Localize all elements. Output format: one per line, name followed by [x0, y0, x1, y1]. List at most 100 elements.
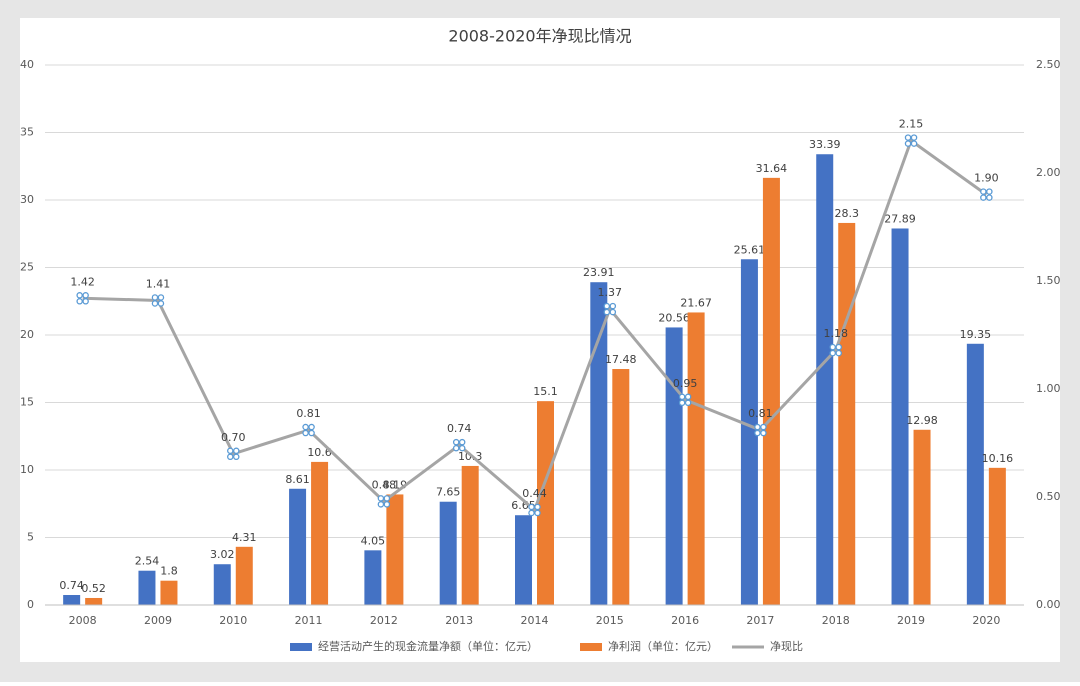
- bar-value-label: 1.8: [160, 565, 178, 578]
- marker-part: [534, 509, 541, 517]
- bar: [687, 312, 705, 605]
- bar: [762, 177, 780, 606]
- line-value-label: 0.74: [447, 422, 472, 435]
- marker-part: [377, 501, 385, 508]
- bar-value-label: 25.61: [734, 243, 766, 256]
- bar: [665, 327, 683, 605]
- marker-part: [910, 140, 918, 147]
- marker-part: [458, 444, 466, 452]
- marker-part: [829, 343, 836, 351]
- marker-part: [227, 453, 234, 461]
- line-marker: [302, 423, 315, 437]
- marker-part: [835, 349, 842, 357]
- marker-part: [904, 140, 912, 147]
- marker-part: [760, 429, 767, 437]
- bar-value-label: 0.74: [59, 579, 84, 592]
- marker-part: [684, 393, 692, 401]
- bar: [590, 282, 608, 605]
- marker-part: [835, 343, 842, 351]
- line-value-label: 0.70: [221, 431, 246, 444]
- marker-part: [609, 308, 617, 316]
- bar: [364, 550, 382, 605]
- marker-part: [534, 503, 541, 511]
- marker-part: [684, 399, 692, 407]
- bar-value-label: 19.35: [960, 328, 992, 341]
- bar-value-label: 28.3: [834, 207, 859, 220]
- line-value-label: 0.81: [748, 407, 773, 420]
- marker-part: [151, 300, 159, 307]
- marker-part: [452, 438, 460, 446]
- legend-swatch: [290, 643, 312, 651]
- y2-tick-label: 1.50: [1036, 274, 1061, 287]
- marker-part: [302, 429, 309, 437]
- y2-tick-label: 2.00: [1036, 166, 1061, 179]
- marker-part: [383, 495, 391, 502]
- marker-part: [82, 298, 89, 305]
- marker-part: [603, 302, 611, 310]
- line-marker: [452, 438, 466, 452]
- line-marker: [603, 302, 617, 316]
- x-tick-label: 2014: [521, 614, 549, 627]
- line-marker: [377, 495, 391, 508]
- line-value-label: 1.41: [146, 277, 171, 290]
- line-marker: [76, 292, 89, 305]
- line-marker: [980, 188, 993, 201]
- marker-part: [910, 134, 918, 141]
- x-tick-label: 2008: [69, 614, 97, 627]
- x-tick-label: 2016: [671, 614, 699, 627]
- bar-value-label: 2.54: [135, 555, 160, 568]
- bar: [386, 494, 404, 605]
- marker-part: [980, 188, 987, 195]
- line-marker: [678, 393, 692, 407]
- line-value-label: 0.44: [522, 487, 547, 500]
- x-tick-label: 2011: [295, 614, 323, 627]
- bar-value-label: 4.31: [232, 531, 257, 544]
- marker-part: [603, 308, 611, 316]
- marker-part: [157, 300, 165, 307]
- bar-value-label: 7.65: [436, 486, 461, 499]
- bar-value-label: 17.48: [605, 353, 637, 366]
- y-tick-label: 40: [20, 58, 34, 71]
- y-tick-label: 25: [20, 261, 34, 274]
- line-value-label: 0.95: [673, 377, 698, 390]
- marker-part: [458, 438, 466, 446]
- bar-value-label: 12.98: [906, 414, 938, 427]
- bar: [235, 546, 253, 605]
- y2-tick-label: 2.50: [1036, 58, 1061, 71]
- bar-value-label: 8.61: [285, 473, 310, 486]
- bar: [838, 222, 856, 605]
- marker-part: [82, 292, 89, 299]
- legend-swatch: [580, 643, 602, 651]
- marker-part: [754, 423, 761, 431]
- marker-part: [157, 294, 165, 301]
- line-value-label: 0.81: [296, 407, 321, 420]
- marker-part: [760, 423, 767, 431]
- x-tick-label: 2013: [445, 614, 473, 627]
- bar: [461, 465, 479, 605]
- x-tick-label: 2012: [370, 614, 398, 627]
- bar: [138, 570, 156, 605]
- marker-part: [678, 399, 686, 407]
- line-marker: [904, 134, 918, 147]
- chart-title: 2008-2020年净现比情况: [448, 27, 631, 46]
- x-tick-label: 2019: [897, 614, 925, 627]
- marker-part: [528, 509, 535, 517]
- marker-part: [151, 294, 159, 301]
- bar-value-label: 15.1: [533, 385, 558, 398]
- bar: [439, 501, 457, 605]
- marker-part: [308, 423, 315, 431]
- bar-value-label: 21.67: [680, 296, 712, 309]
- x-tick-label: 2009: [144, 614, 172, 627]
- line: [82, 138, 988, 513]
- line-value-label: 2.15: [899, 118, 924, 131]
- line-marker: [528, 503, 541, 517]
- x-tick-label: 2017: [746, 614, 774, 627]
- marker-part: [609, 302, 617, 310]
- bar: [85, 597, 103, 605]
- bar-value-label: 23.91: [583, 266, 615, 279]
- bar: [966, 343, 984, 605]
- marker-part: [227, 447, 234, 455]
- y-tick-label: 15: [20, 396, 34, 409]
